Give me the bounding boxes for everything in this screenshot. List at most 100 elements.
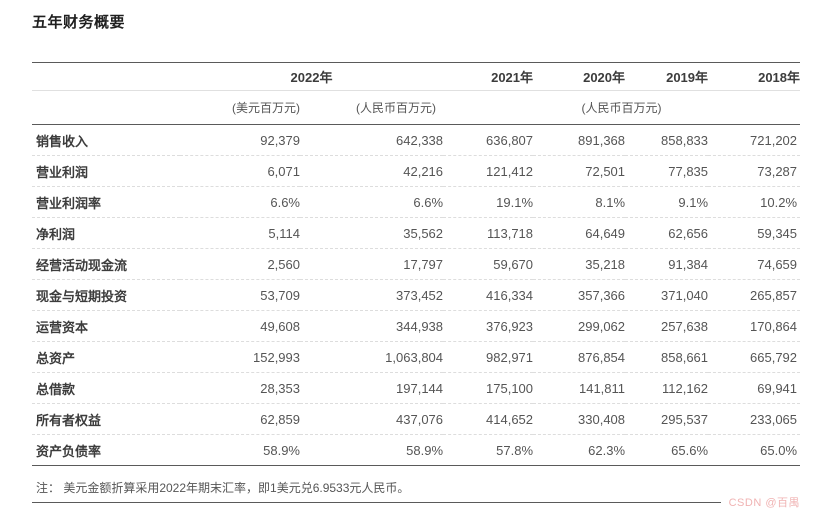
table-row: 销售收入 92,379 642,338 636,807 891,368 858,833 72…	[32, 125, 800, 156]
row-label: 总资产	[32, 341, 180, 373]
row-label: 所有者权益	[32, 403, 180, 435]
table-row: 运营资本 49,608 344,938 376,923 299,062 257,638 17…	[32, 310, 801, 342]
table-row: 总借款 28,353 197,144 175,100 141,811 112,162 69,…	[32, 372, 801, 404]
value-cell: 858,661	[625, 341, 709, 373]
table-row: 营业利润 6,071 42,216 121,412 72,501 77,835 73,287	[32, 155, 801, 187]
value-cell: 65.0%	[708, 434, 801, 466]
table-footnote: 注： 美元金额折算采用2022年期末汇率，即1美元兑6.9533元人民币。	[32, 473, 800, 503]
year-header-2022: 2022年	[180, 62, 444, 91]
value-cell: 721,202	[750, 132, 798, 148]
value-cell: 112,162	[625, 372, 709, 404]
value-cell: 91,384	[625, 248, 709, 280]
row-label: 资产负债率	[32, 434, 180, 466]
value-cell: 58.9%	[300, 434, 444, 466]
table-header: 2022年 2021年 2020年 2019年 2018年 (美元百万元) (人…	[32, 62, 801, 125]
table-row: 所有者权益 62,859 437,076 414,652 330,408 295,537 2…	[32, 403, 801, 435]
value-cell: 344,938	[300, 310, 444, 342]
value-cell: 2,560	[180, 248, 300, 280]
row-label: 经营活动现金流	[32, 248, 180, 280]
row-label: 营业利润	[32, 155, 180, 187]
value-cell: 141,811	[533, 372, 626, 404]
value-cell: 59,345	[708, 217, 801, 249]
value-cell: 62,859	[180, 403, 300, 435]
value-cell: 65.6%	[625, 434, 709, 466]
unit-header-row: (美元百万元) (人民币百万元) (人民币百万元)	[32, 90, 801, 125]
value-cell: 17,797	[300, 248, 444, 280]
table-row: 现金与短期投资 53,709 373,452 416,334 357,366 371,04…	[32, 279, 801, 311]
value-cell: 35,218	[533, 248, 626, 280]
value-cell: 19.1%	[443, 186, 534, 218]
value-cell: 152,993	[180, 341, 300, 373]
value-cell: 113,718	[443, 217, 534, 249]
value-cell: 49,608	[180, 310, 300, 342]
value-cell: 373,452	[300, 279, 444, 311]
value-cell: 73,287	[708, 155, 801, 187]
value-cell: 437,076	[300, 403, 444, 435]
row-label: 运营资本	[32, 310, 180, 342]
value-cell: 330,408	[533, 403, 626, 435]
year-header-2020: 2020年	[533, 62, 626, 91]
value-cell: 6.6%	[180, 186, 300, 218]
value-cell: 299,062	[533, 310, 626, 342]
value-cell: 265,857	[708, 279, 801, 311]
value-cell: 295,537	[625, 403, 709, 435]
value-cell: 876,854	[533, 341, 626, 373]
value-cell: 891,368	[578, 132, 626, 148]
value-cell: 10.2%	[708, 186, 801, 218]
empty-unit-cell	[32, 90, 180, 125]
value-cell: 175,100	[443, 372, 534, 404]
value-cell: 636,807	[486, 132, 534, 148]
table-body: 销售收入 92,379 642,338 636,807 891,368 858,833 72…	[32, 125, 801, 466]
value-cell: 28,353	[180, 372, 300, 404]
table-row: 营业利润率 6.6% 6.6% 19.1% 8.1% 9.1% 10.2%	[32, 186, 801, 218]
value-cell: 416,334	[443, 279, 534, 311]
value-cell: 64,649	[533, 217, 626, 249]
value-cell: 858,833	[661, 132, 709, 148]
value-cell: 42,216	[300, 155, 444, 187]
value-cell: 35,562	[300, 217, 444, 249]
five-year-table-container: 2022年 2021年 2020年 2019年 2018年 (美元百万元) (人…	[32, 62, 801, 466]
value-cell: 77,835	[625, 155, 709, 187]
value-cell: 72,501	[533, 155, 626, 187]
row-label: 净利润	[32, 217, 180, 249]
table-row: 经营活动现金流 2,560 17,797 59,670 35,218 91,384 74,6…	[32, 248, 801, 280]
value-cell: 982,971	[443, 341, 534, 373]
value-cell: 642,338	[396, 132, 444, 148]
value-cell: 170,864	[708, 310, 801, 342]
value-cell: 665,792	[708, 341, 801, 373]
value-cell: 257,638	[625, 310, 709, 342]
value-cell: 9.1%	[625, 186, 709, 218]
year-header-2018: 2018年	[708, 62, 801, 91]
value-cell: 62.3%	[533, 434, 626, 466]
value-cell: 1,063,804	[300, 341, 444, 373]
value-cell: 371,040	[625, 279, 709, 311]
csdn-watermark: CSDN @百禺	[720, 496, 802, 511]
value-cell: 57.8%	[443, 434, 534, 466]
year-header-row: 2022年 2021年 2020年 2019年 2018年	[32, 62, 801, 91]
value-cell: 197,144	[300, 372, 444, 404]
value-cell: 357,366	[533, 279, 626, 311]
table-row: 资产负债率 58.9% 58.9% 57.8% 62.3% 65.6% 65.0%	[32, 434, 801, 466]
unit-usd-millions: (美元百万元)	[180, 90, 300, 125]
year-header-2021: 2021年	[443, 62, 534, 91]
table-row: 净利润 5,114 35,562 113,718 64,649 62,656 59,345	[32, 217, 801, 249]
value-cell: 74,659	[708, 248, 801, 280]
row-label: 营业利润率	[32, 186, 180, 218]
value-cell: 53,709	[180, 279, 300, 311]
unit-rmb-millions-prior-years: (人民币百万元)	[443, 90, 801, 125]
value-cell: 62,656	[625, 217, 709, 249]
table-row: 总资产 152,993 1,063,804 982,971 876,854 858,661…	[32, 341, 801, 373]
value-cell: 6,071	[180, 155, 300, 187]
value-cell: 6.6%	[300, 186, 444, 218]
year-header-2019: 2019年	[625, 62, 709, 91]
value-cell: 59,670	[443, 248, 534, 280]
row-label: 总借款	[32, 372, 180, 404]
five-year-financial-table: 2022年 2021年 2020年 2019年 2018年 (美元百万元) (人…	[32, 62, 801, 466]
value-cell: 376,923	[443, 310, 534, 342]
value-cell: 58.9%	[180, 434, 300, 466]
row-label: 现金与短期投资	[32, 279, 180, 311]
value-cell: 121,412	[443, 155, 534, 187]
row-label: 销售收入	[36, 133, 89, 149]
page-title: 五年财务概要	[32, 14, 126, 31]
